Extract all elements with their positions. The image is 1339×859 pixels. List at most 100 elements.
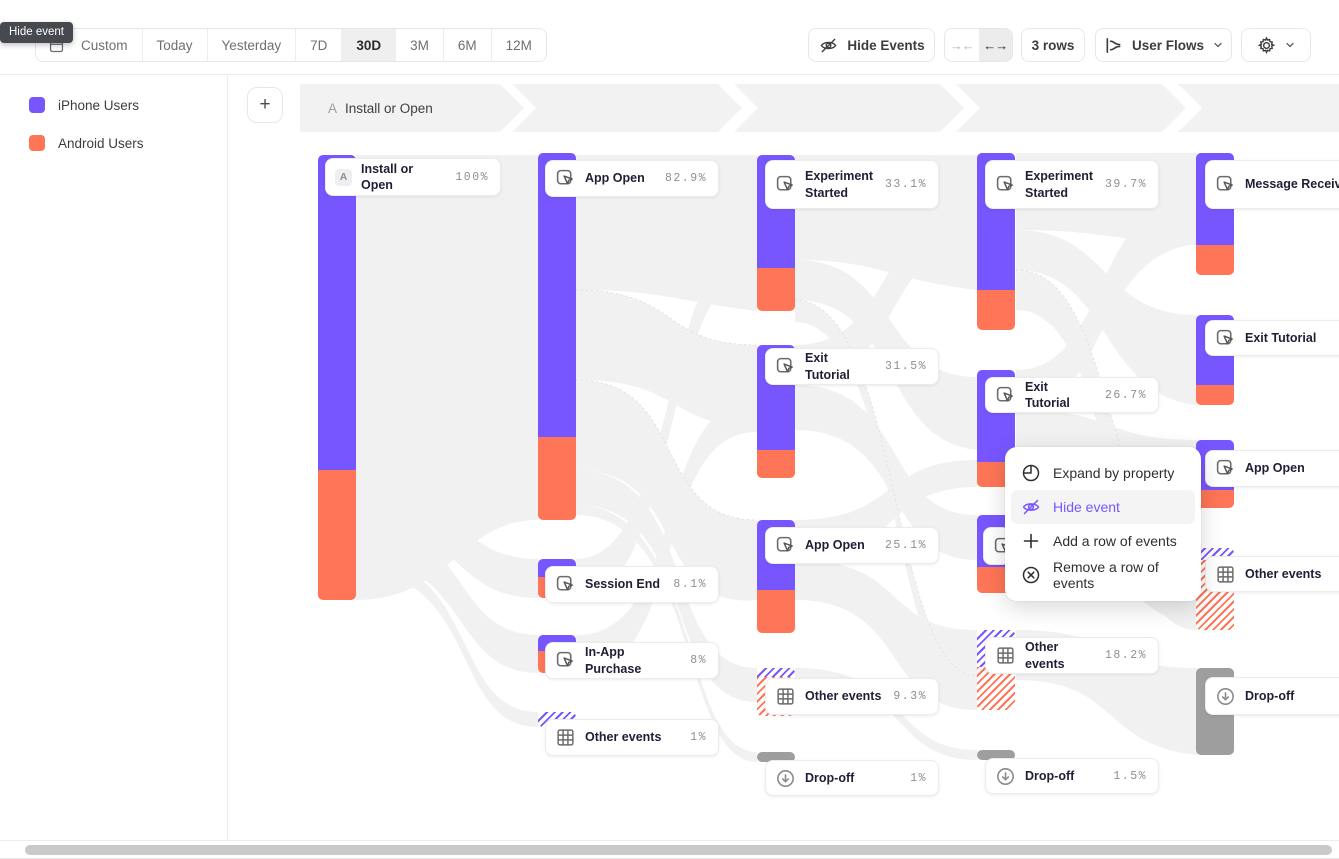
bar-segment-orange bbox=[1196, 490, 1234, 508]
menu-item-expand-by-property[interactable]: Expand by property bbox=[1011, 456, 1195, 490]
flow-node-card[interactable]: Session End 8.1% bbox=[545, 566, 719, 603]
hide-event-tooltip: Hide event bbox=[0, 22, 73, 43]
date-range-custom[interactable]: Custom bbox=[81, 37, 128, 53]
drop-off-icon bbox=[775, 768, 796, 789]
eye-off-icon bbox=[818, 35, 839, 56]
chevron-down-icon bbox=[1285, 42, 1294, 48]
flow-node-card[interactable]: Drop-off 1.5% bbox=[985, 758, 1159, 794]
flow-node-card[interactable]: Experiment Started 33.1% bbox=[765, 160, 939, 209]
add-step-button[interactable]: + bbox=[247, 87, 283, 123]
flow-node-percent: 25.1% bbox=[884, 539, 927, 552]
event-icon bbox=[1215, 328, 1236, 349]
hide-event-icon bbox=[1021, 497, 1041, 517]
flow-node-card[interactable]: Exit Tutorial 31.5% bbox=[765, 348, 939, 385]
flow-node-label: Other events bbox=[805, 689, 882, 704]
bar-segment-orange bbox=[977, 290, 1015, 330]
flow-node-card[interactable]: App Open 25.1% bbox=[765, 527, 939, 564]
flow-node-card[interactable]: Other events 1% bbox=[545, 719, 719, 756]
date-range-6m[interactable]: 6M bbox=[442, 29, 491, 61]
expand-columns-button[interactable]: ←→ bbox=[978, 29, 1012, 61]
flow-node-card[interactable]: A Install or Open 100% bbox=[325, 158, 501, 196]
event-icon bbox=[775, 535, 796, 556]
toolbar: Custom Today Yesterday 7D 30D 3M 6M 12M Hide Ev… bbox=[0, 0, 1339, 75]
date-range-7d[interactable]: 7D bbox=[295, 29, 341, 61]
scrollbar-thumb[interactable] bbox=[25, 845, 1332, 855]
menu-item-label: Hide event bbox=[1053, 499, 1120, 515]
breadcrumb-segment[interactable]: A Install or Open bbox=[300, 84, 524, 132]
bar-segment-orange bbox=[757, 590, 795, 633]
flow-node-percent: 39.7% bbox=[1104, 178, 1147, 191]
menu-item-add-a-row-of-events[interactable]: Add a row of events bbox=[1011, 524, 1195, 558]
flow-node-percent: 31.5% bbox=[884, 360, 927, 373]
legend-item[interactable]: iPhone Users bbox=[29, 97, 227, 113]
bar-segment-orange-hatch bbox=[977, 667, 1015, 710]
add-row-icon bbox=[1021, 531, 1041, 551]
legend-label: Android Users bbox=[58, 135, 144, 151]
flow-node-card[interactable]: Other events 9.3% bbox=[765, 678, 939, 715]
event-icon bbox=[995, 385, 1016, 406]
flow-node-percent: 8.1% bbox=[673, 578, 707, 591]
flow-node-label: In-App Purchase bbox=[585, 645, 642, 676]
expand-by-property-icon bbox=[1021, 463, 1041, 483]
bar-segment-purple bbox=[318, 155, 356, 470]
flow-node-card[interactable]: Exit Tutorial 26.7% bbox=[985, 377, 1159, 413]
flow-node-card[interactable]: Other events bbox=[1205, 556, 1339, 592]
flow-node-card[interactable]: Experiment Started 39.7% bbox=[985, 160, 1159, 209]
flow-node-card[interactable]: Drop-off bbox=[1205, 677, 1339, 715]
flows-canvas: A Install or Open 100% App Open 82.9% Session… bbox=[228, 75, 1339, 840]
view-selector[interactable]: User Flows bbox=[1095, 28, 1232, 62]
flow-node-bar[interactable] bbox=[1196, 153, 1234, 275]
bar-segment-orange bbox=[538, 437, 576, 520]
breadcrumb-step-label: Install or Open bbox=[345, 100, 433, 116]
flow-node-bar[interactable] bbox=[318, 155, 356, 600]
flow-node-card[interactable]: In-App Purchase 8% bbox=[545, 642, 719, 679]
date-range-3m[interactable]: 3M bbox=[395, 29, 443, 61]
flow-node-label: App Open bbox=[805, 538, 865, 553]
flow-node-label: Experiment Started bbox=[805, 169, 874, 200]
event-icon bbox=[1215, 458, 1236, 479]
menu-item-hide-event[interactable]: Hide event bbox=[1011, 490, 1195, 524]
hide-events-button[interactable]: Hide Events bbox=[808, 28, 935, 62]
date-range-yesterday[interactable]: Yesterday bbox=[206, 29, 296, 61]
flow-node-bar[interactable] bbox=[757, 752, 795, 762]
event-icon bbox=[775, 356, 796, 377]
date-range-today[interactable]: Today bbox=[141, 29, 207, 61]
flow-node-bar[interactable] bbox=[977, 750, 1015, 760]
rows-label: 3 rows bbox=[1031, 37, 1075, 53]
flow-node-card[interactable]: App Open bbox=[1205, 450, 1339, 487]
date-range-30d[interactable]: 30D bbox=[341, 29, 396, 61]
bar-segment-orange bbox=[757, 450, 795, 478]
collapse-columns-button[interactable]: →← bbox=[949, 37, 975, 53]
flow-node-percent: 1.5% bbox=[1113, 769, 1147, 783]
flow-node-card[interactable]: Drop-off 1% bbox=[765, 760, 939, 796]
bar-segment-purple-hatch bbox=[757, 668, 795, 677]
legend-panel: iPhone Users Android Users bbox=[0, 75, 228, 840]
flow-node-label: App Open bbox=[1245, 461, 1305, 476]
legend-item[interactable]: Android Users bbox=[29, 135, 227, 151]
event-icon bbox=[775, 174, 796, 195]
flow-node-card[interactable]: Other events 18.2% bbox=[985, 637, 1159, 674]
flow-node-card[interactable]: Exit Tutorial bbox=[1205, 320, 1339, 356]
flow-node-percent: 1% bbox=[690, 731, 707, 744]
flow-node-card[interactable]: App Open 82.9% bbox=[545, 160, 719, 197]
flow-node-card[interactable]: Message Received bbox=[1205, 160, 1339, 209]
flow-node-percent: 100% bbox=[455, 170, 489, 184]
bar-segment-gray bbox=[757, 752, 795, 762]
collapse-expand-toggle: →← ←→ bbox=[944, 28, 1013, 62]
flow-node-bar[interactable] bbox=[538, 153, 576, 520]
flow-node-label: App Open bbox=[585, 171, 645, 186]
menu-item-label: Expand by property bbox=[1053, 465, 1175, 481]
event-icon bbox=[1215, 174, 1236, 195]
other-events-icon bbox=[995, 645, 1016, 666]
menu-item-remove-a-row-of-events[interactable]: Remove a row of events bbox=[1011, 558, 1195, 592]
bar-segment-orange bbox=[1196, 245, 1234, 275]
breadcrumb-segment bbox=[956, 84, 1186, 132]
date-range-12m[interactable]: 12M bbox=[490, 29, 546, 61]
flow-node-label: Exit Tutorial bbox=[1245, 330, 1317, 345]
flow-node-label: Drop-off bbox=[805, 770, 855, 785]
settings-dropdown-button[interactable] bbox=[1241, 28, 1311, 62]
rows-button[interactable]: 3 rows bbox=[1021, 28, 1085, 62]
remove-row-icon bbox=[1021, 565, 1041, 585]
flow-node-label: Exit Tutorial bbox=[805, 351, 850, 382]
drop-off-icon bbox=[1215, 686, 1236, 707]
